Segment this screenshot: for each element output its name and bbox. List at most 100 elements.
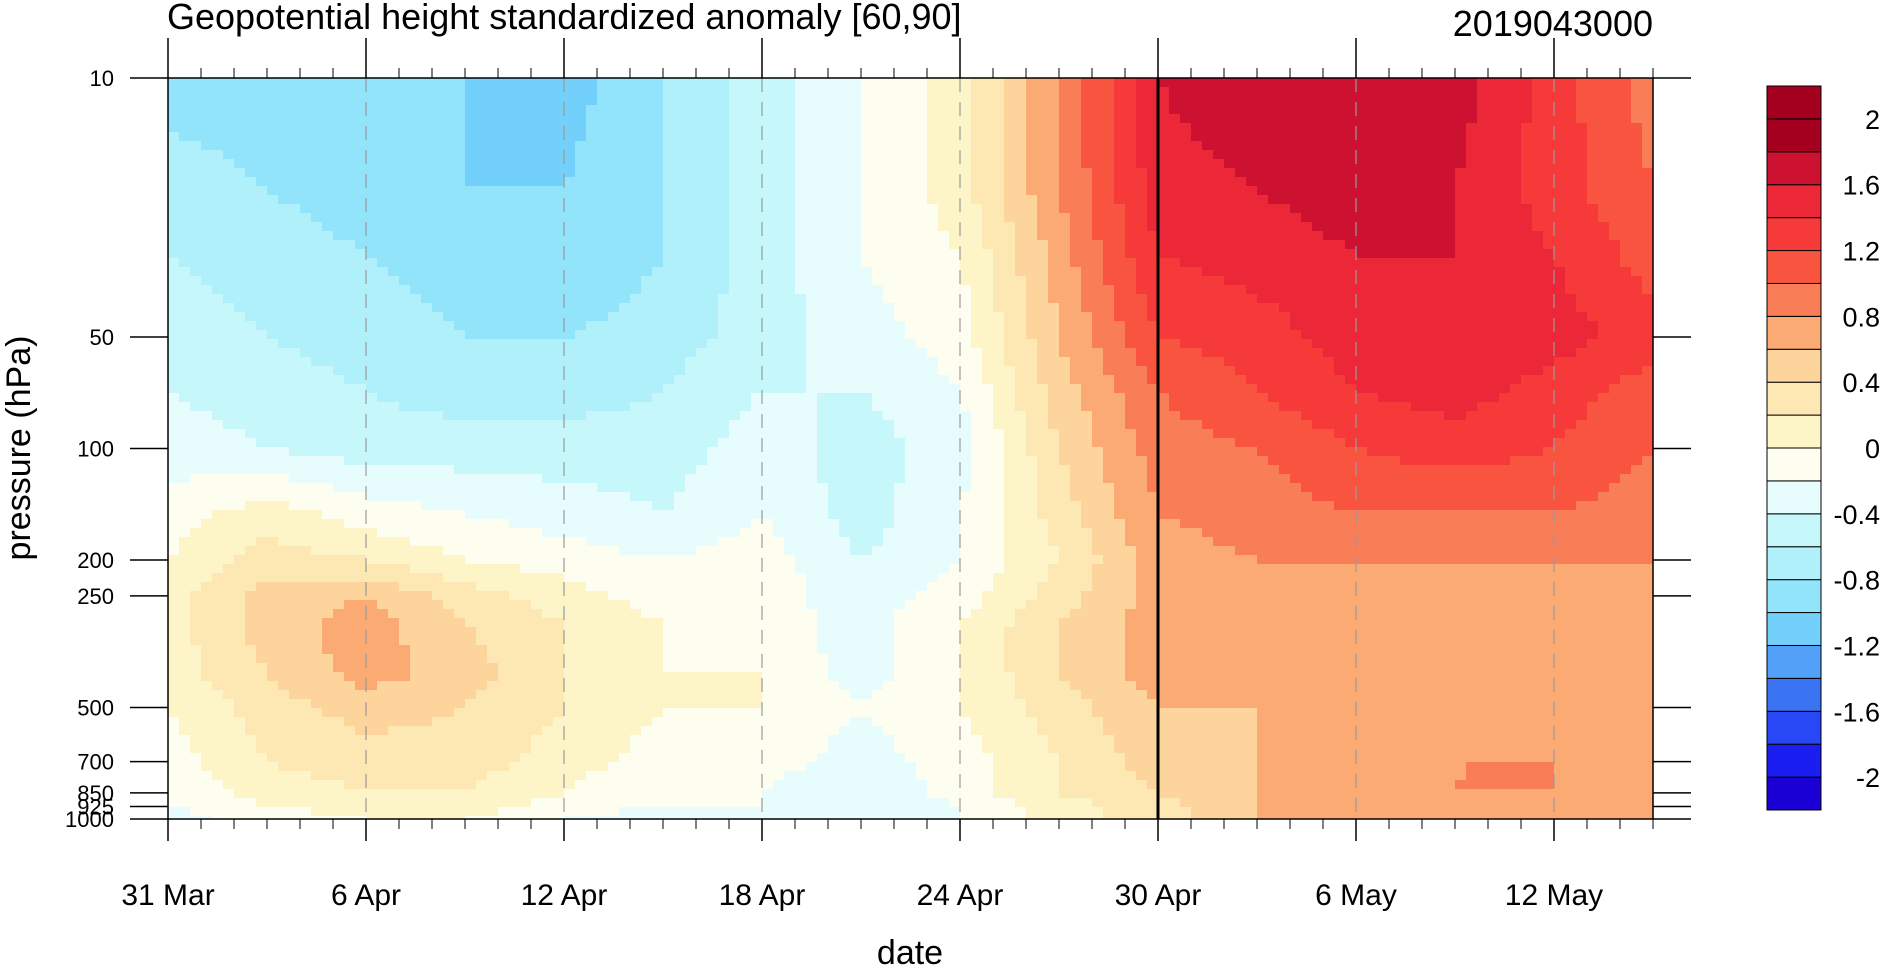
field-cell <box>1356 393 1368 403</box>
field-cell <box>1466 114 1478 124</box>
field-cell <box>982 303 994 313</box>
field-cell <box>289 240 301 250</box>
field-cell <box>377 339 389 349</box>
field-cell <box>1433 105 1445 115</box>
field-cell <box>1367 267 1379 277</box>
field-cell <box>927 213 939 223</box>
field-cell <box>806 276 818 286</box>
field-cell <box>267 384 279 394</box>
field-cell <box>1433 312 1445 322</box>
field-cell <box>531 141 543 151</box>
field-cell <box>1257 213 1269 223</box>
field-cell <box>1477 276 1489 286</box>
field-cell <box>1125 132 1137 142</box>
field-cell <box>1026 168 1038 178</box>
field-cell <box>1026 384 1038 394</box>
field-cell <box>311 402 323 412</box>
field-cell <box>1323 240 1335 250</box>
field-cell <box>344 240 356 250</box>
field-cell <box>1301 348 1313 358</box>
field-cell <box>784 303 796 313</box>
field-cell <box>707 339 719 349</box>
field-cell <box>916 177 928 187</box>
field-cell <box>289 312 301 322</box>
field-cell <box>1554 78 1566 88</box>
field-cell <box>223 96 235 106</box>
field-cell <box>1433 150 1445 160</box>
field-cell <box>1609 321 1621 331</box>
field-cell <box>1367 105 1379 115</box>
field-cell <box>861 87 873 97</box>
field-cell <box>1455 159 1467 169</box>
field-cell <box>608 330 620 340</box>
field-cell <box>1444 159 1456 169</box>
field-cell <box>971 222 983 232</box>
field-cell <box>1257 105 1269 115</box>
field-cell <box>256 141 268 151</box>
field-cell <box>1543 105 1555 115</box>
field-cell <box>289 366 301 376</box>
field-cell <box>1257 402 1269 412</box>
field-cell <box>454 402 466 412</box>
field-cell <box>256 240 268 250</box>
field-cell <box>1180 312 1192 322</box>
field-cell <box>729 141 741 151</box>
field-cell <box>1268 258 1280 268</box>
field-cell <box>553 321 565 331</box>
field-cell <box>311 195 323 205</box>
field-cell <box>179 348 191 358</box>
field-cell <box>1565 168 1577 178</box>
field-cell <box>1092 204 1104 214</box>
field-cell <box>1345 249 1357 259</box>
field-cell <box>1103 222 1115 232</box>
field-cell <box>751 348 763 358</box>
field-cell <box>388 204 400 214</box>
field-cell <box>916 321 928 331</box>
field-cell <box>1367 231 1379 241</box>
field-cell <box>1576 258 1588 268</box>
field-cell <box>1147 195 1159 205</box>
field-cell <box>201 150 213 160</box>
field-cell <box>685 384 697 394</box>
field-cell <box>1279 186 1291 196</box>
field-cell <box>1015 177 1027 187</box>
field-cell <box>190 258 202 268</box>
field-cell <box>531 312 543 322</box>
field-cell <box>531 402 543 412</box>
contour-field <box>168 78 1653 819</box>
field-cell <box>1158 276 1170 286</box>
field-cell <box>1301 78 1313 88</box>
field-cell <box>641 303 653 313</box>
field-cell <box>586 375 598 385</box>
field-cell <box>1576 231 1588 241</box>
field-cell <box>1411 150 1423 160</box>
field-cell <box>190 204 202 214</box>
field-cell <box>520 402 532 412</box>
field-cell <box>905 276 917 286</box>
field-cell <box>1356 348 1368 358</box>
field-cell <box>542 321 554 331</box>
field-cell <box>1092 357 1104 367</box>
field-cell <box>1389 375 1401 385</box>
field-cell <box>498 402 510 412</box>
field-cell <box>1620 150 1632 160</box>
field-cell <box>1323 384 1335 394</box>
field-cell <box>641 384 653 394</box>
field-cell <box>1301 339 1313 349</box>
field-cell <box>850 159 862 169</box>
field-cell <box>1433 222 1445 232</box>
field-cell <box>729 393 741 403</box>
field-cell <box>487 348 499 358</box>
field-cell <box>1213 285 1225 295</box>
field-cell <box>1488 132 1500 142</box>
field-cell <box>1334 321 1346 331</box>
field-cell <box>1543 348 1555 358</box>
field-cell <box>1455 312 1467 322</box>
field-cell <box>1389 177 1401 187</box>
field-cell <box>1521 195 1533 205</box>
field-cell <box>1125 87 1137 97</box>
field-cell <box>1433 294 1445 304</box>
field-cell <box>256 222 268 232</box>
field-cell <box>773 87 785 97</box>
field-cell <box>905 294 917 304</box>
